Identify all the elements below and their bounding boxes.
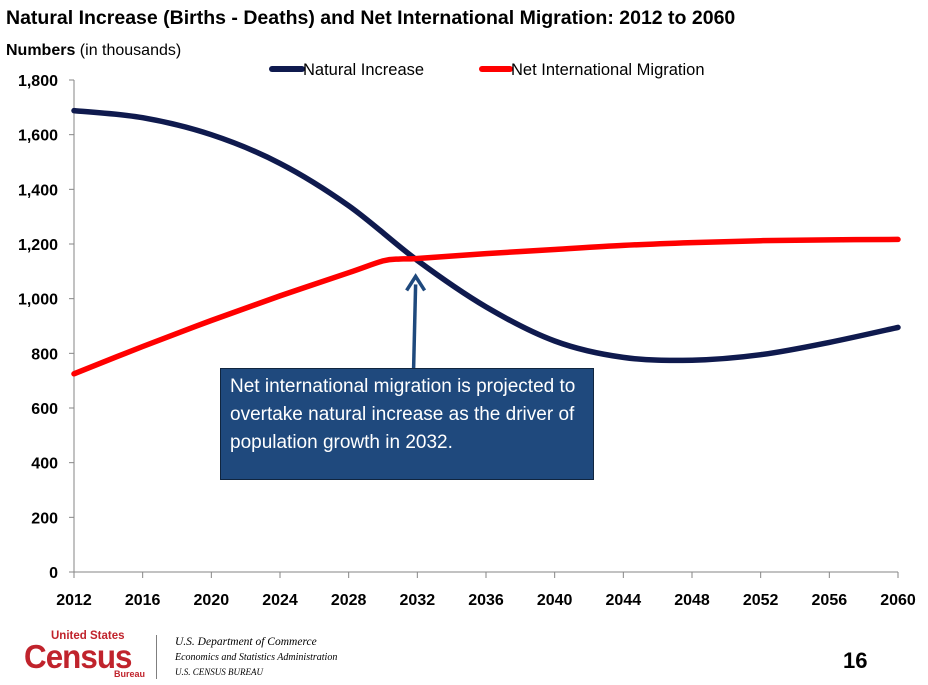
unit-label-rest: (in thousands) — [75, 42, 182, 59]
y-tick-label: 1,000 — [18, 292, 58, 309]
logo-bureau-text: Bureau — [114, 669, 146, 679]
x-tick-label: 2016 — [125, 592, 161, 609]
y-tick-label: 1,400 — [18, 182, 58, 199]
dept-line-3: U.S. CENSUS BUREAU — [175, 667, 263, 677]
x-tick-label: 2036 — [468, 592, 504, 609]
x-tick-label: 2024 — [262, 592, 298, 609]
logo-top-text: United States — [51, 630, 125, 642]
series-line-net-international-migration — [71, 236, 901, 377]
annotation-arrow-head — [405, 273, 427, 292]
y-tick-label: 200 — [31, 510, 58, 527]
y-tick-label: 0 — [49, 565, 58, 582]
y-tick-label: 400 — [31, 456, 58, 473]
y-tick-label: 1,600 — [18, 128, 58, 145]
chart-title: Natural Increase (Births - Deaths) and N… — [6, 7, 736, 29]
unit-label-bold: Numbers — [6, 42, 76, 59]
y-tick-label: 800 — [31, 346, 58, 363]
annotation-arrow-shaft — [411, 284, 418, 369]
x-tick-label: 2052 — [743, 592, 779, 609]
dept-line-2: Economics and Statistics Administration — [175, 652, 338, 663]
y-tick-label: 1,200 — [18, 237, 58, 254]
series-line-natural-increase — [71, 107, 901, 364]
dept-line-1: U.S. Department of Commerce — [175, 636, 317, 648]
y-tick-label: 1,800 — [18, 73, 58, 90]
x-tick-label: 2056 — [812, 592, 848, 609]
x-tick-label: 2044 — [606, 592, 642, 609]
x-tick-label: 2048 — [674, 592, 710, 609]
x-tick-label: 2020 — [194, 592, 230, 609]
x-tick-label: 2040 — [537, 592, 573, 609]
legend-label-net-international-migration: Net International Migration — [511, 61, 705, 79]
y-unit-label: Numbers (in thousands) — [6, 42, 181, 60]
footer-divider — [156, 635, 157, 679]
census-logo: Census — [24, 638, 133, 675]
page-number: 16 — [843, 648, 868, 673]
x-tick-label: 2012 — [56, 592, 92, 609]
annotation-callout: Net international migration is projected… — [220, 368, 594, 480]
y-tick-label: 600 — [31, 401, 58, 418]
x-tick-label: 2060 — [880, 592, 916, 609]
x-tick-label: 2028 — [331, 592, 367, 609]
x-tick-label: 2032 — [400, 592, 436, 609]
legend-label-natural-increase: Natural Increase — [303, 61, 424, 79]
